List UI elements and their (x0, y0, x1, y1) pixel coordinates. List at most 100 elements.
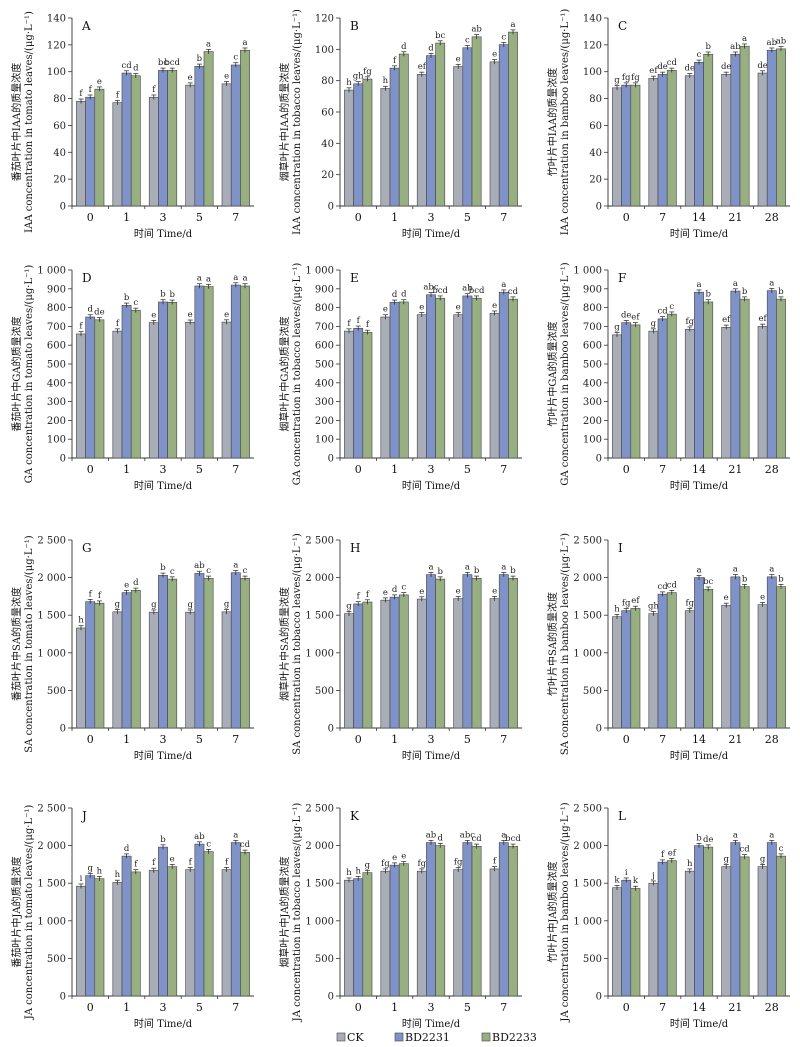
bar-BD2233-3 (167, 578, 178, 729)
sig-letter: e (170, 854, 175, 864)
bar-BD2231-7 (498, 842, 509, 997)
y-tick-label: 500 (315, 686, 334, 697)
bar-BD2231-5 (194, 66, 205, 207)
y-axis-label-cn: 番茄叶片中JA的质量浓度 (10, 856, 23, 967)
x-tick-label: 0 (355, 463, 362, 476)
sig-letter: c (465, 36, 470, 46)
sig-letter: de (657, 62, 667, 72)
bar-BD2233-14 (703, 846, 714, 997)
bar-CK-5 (185, 869, 196, 997)
sig-letter: d (133, 63, 139, 73)
sig-letter: a (501, 830, 506, 840)
y-tick-label: 0 (328, 992, 334, 1003)
x-tick-label: 1 (123, 733, 130, 746)
legend-label-CK: CK (347, 1031, 364, 1044)
y-tick-label: 2 500 (37, 804, 66, 815)
sig-letter: f (357, 316, 361, 326)
y-tick-label: 1 500 (37, 879, 66, 890)
x-tick-label: 3 (428, 733, 435, 746)
x-axis-label: 时间 Time/d (670, 479, 729, 492)
bar-BD2231-7 (230, 64, 241, 207)
bar-BD2233-5 (203, 51, 214, 207)
x-tick-label: 1 (391, 1001, 398, 1014)
bar-BD2233-5 (471, 36, 482, 207)
y-tick-label: 200 (583, 416, 602, 427)
bar-BD2231-3 (158, 575, 168, 729)
bar-CK-1 (380, 88, 391, 207)
x-tick-label: 14 (692, 211, 706, 224)
bar-BD2233-1 (398, 301, 409, 459)
x-tick-label: 5 (196, 1001, 203, 1014)
y-tick-label: 1 500 (573, 611, 602, 622)
x-tick-label: 7 (500, 463, 507, 476)
bar-BD2231-5 (194, 285, 205, 459)
sig-letter: a (733, 565, 738, 575)
bar-CK-14 (684, 870, 695, 997)
x-tick-label: 28 (765, 1001, 779, 1014)
bar-BD2231-5 (462, 842, 473, 997)
bar-BD2231-5 (462, 47, 473, 207)
bar-BD2233-28 (776, 586, 786, 729)
sig-letter: b (160, 563, 166, 573)
bar-BD2231-3 (426, 294, 436, 459)
y-axis-label-en: SA concentration in tobacco leaves/(μg·L… (292, 533, 303, 755)
y-tick-label: 120 (583, 40, 602, 51)
x-tick-label: 0 (623, 733, 630, 746)
x-tick-label: 1 (391, 463, 398, 476)
sig-letter: f (393, 56, 397, 66)
bar-BD2233-5 (471, 578, 482, 729)
bar-BD2231-3 (426, 55, 436, 207)
bar-BD2233-7 (666, 860, 677, 997)
sig-letter: i (80, 874, 83, 884)
x-tick-label: 3 (428, 463, 435, 476)
y-tick-label: 500 (583, 686, 602, 697)
bar-BD2233-7 (666, 592, 677, 729)
sig-letter: f (357, 592, 361, 602)
bar-CK-14 (684, 75, 695, 207)
bar-BD2231-7 (498, 291, 509, 459)
sig-letter: f (79, 322, 83, 332)
sig-letter: bc (435, 31, 445, 41)
bar-CK-7 (489, 598, 500, 729)
bar-CK-0 (344, 879, 354, 997)
x-tick-label: 21 (728, 463, 742, 476)
y-tick-label: 2 000 (305, 573, 334, 584)
bar-BD2233-3 (167, 866, 178, 997)
bar-BD2231-28 (766, 49, 777, 207)
sig-letter: c (206, 839, 211, 849)
y-tick-label: 700 (583, 322, 602, 333)
x-axis-label: 时间 Time/d (402, 1017, 461, 1030)
bar-CK-1 (380, 870, 391, 997)
bar-CK-7 (221, 869, 232, 997)
bar-BD2233-0 (362, 332, 373, 459)
bar-CK-0 (344, 613, 354, 729)
sig-letter: g (346, 601, 352, 611)
bar-BD2233-7 (666, 313, 677, 459)
x-tick-label: 0 (623, 1001, 630, 1014)
y-tick-label: 2 500 (573, 804, 602, 815)
x-tick-label: 7 (659, 211, 666, 224)
y-tick-label: 500 (583, 954, 602, 965)
x-tick-label: 0 (87, 463, 94, 476)
bar-BD2233-0 (94, 602, 105, 729)
bar-BD2233-0 (362, 601, 373, 729)
y-axis-label-en: GA concentration in bamboo leaves/(μg·L⁻… (560, 262, 571, 485)
sig-letter: b (474, 566, 480, 576)
bar-BD2233-3 (435, 297, 446, 459)
x-tick-label: 28 (765, 463, 779, 476)
x-tick-label: 1 (123, 1001, 130, 1014)
y-tick-label: 0 (328, 724, 334, 735)
y-axis-label-cn: 番茄叶片中GA的质量浓度 (10, 316, 23, 431)
sig-letter: ef (418, 62, 427, 72)
y-tick-label: 120 (47, 40, 66, 51)
sig-letter: fg (686, 598, 695, 608)
bar-CK-5 (185, 321, 196, 459)
sig-letter: fg (381, 859, 390, 869)
bar-CK-0 (344, 89, 354, 207)
x-tick-label: 7 (659, 463, 666, 476)
sig-letter: b (510, 566, 516, 576)
y-tick-label: 900 (47, 284, 66, 295)
bar-BD2231-5 (194, 573, 205, 729)
